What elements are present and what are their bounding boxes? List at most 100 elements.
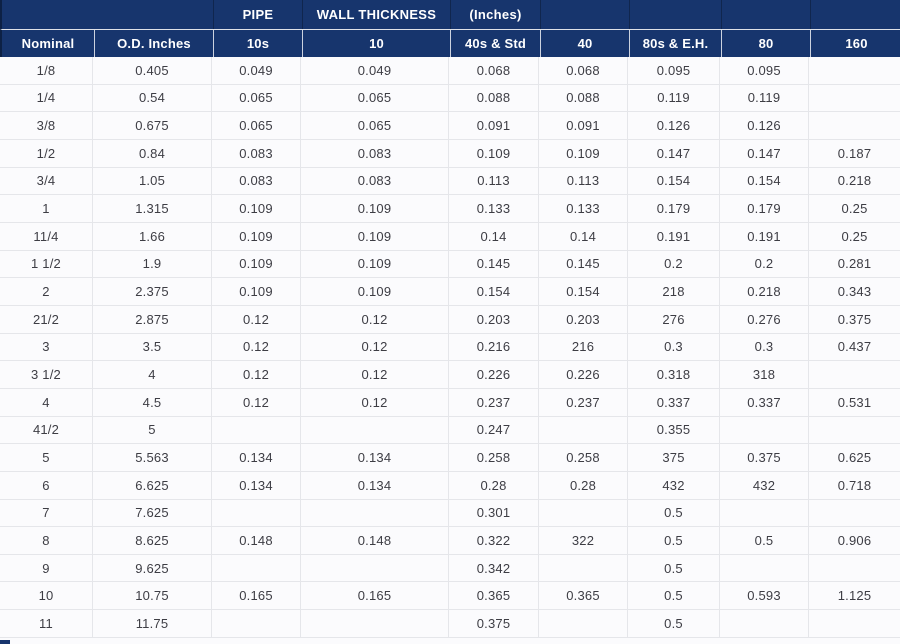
table-cell: 0.28	[448, 471, 538, 499]
table-cell: 218	[627, 278, 719, 305]
table-cell: 21/2	[32, 311, 60, 327]
table-cell: 3/4	[36, 173, 56, 189]
table-cell: 0.12	[300, 388, 448, 416]
table-cell: 0.218	[808, 167, 900, 195]
table-cell: 0.154	[448, 278, 538, 305]
table-cell: 432	[627, 471, 719, 499]
table-cell: 4	[92, 361, 211, 388]
table-cell: 0.12	[211, 333, 300, 361]
partial-header-sliver	[0, 640, 10, 644]
table-row: 2 2.375 0.109 0.109 0.154 0.154 218 0.218 0.343	[0, 278, 900, 306]
table-cell	[300, 554, 448, 582]
table-cell: 0.12	[300, 333, 448, 361]
table-cell: 10.75	[92, 582, 211, 610]
table-cell	[808, 554, 900, 582]
table-cell: 0.258	[538, 444, 627, 471]
table-cell: 0.109	[300, 222, 448, 250]
table-cell: 0.065	[211, 112, 300, 139]
table-cell: 0.134	[211, 471, 300, 499]
table-cell: 3/8	[36, 118, 56, 134]
table-cell: 0.133	[448, 195, 538, 222]
table-cell: 0.5	[627, 554, 719, 582]
table-cell: 0.083	[300, 139, 448, 167]
table-cell: 375	[627, 444, 719, 471]
column-header-160: 160	[810, 30, 900, 57]
table-cell: 0.179	[627, 195, 719, 222]
table-cell: 0.095	[627, 57, 719, 84]
table-cell	[300, 610, 448, 637]
table-cell: 1/8	[36, 62, 56, 78]
column-header-80: 80	[721, 30, 810, 57]
table-cell: 0.405	[92, 57, 211, 84]
table-cell	[808, 499, 900, 527]
column-header-40s-std: 40s & Std	[450, 30, 540, 57]
table-cell: 2	[42, 284, 50, 300]
table-cell: 0.126	[719, 112, 808, 139]
table-cell: 0.154	[538, 278, 627, 305]
table-cell: 0.276	[719, 305, 808, 333]
table-row: 9 9.625 0.342 0.5	[0, 554, 900, 583]
table-cell: 11/4	[33, 228, 59, 244]
table-cell	[808, 610, 900, 637]
table-cell: 0.109	[300, 195, 448, 222]
table-cell: 3 1/2	[31, 367, 61, 383]
table-cell: 10	[38, 588, 54, 604]
table-cell: 0.179	[719, 195, 808, 222]
table-cell: 0.247	[448, 416, 538, 444]
group-header-wall-thickness: WALL THICKNESS	[302, 0, 450, 29]
column-header-40: 40	[540, 30, 629, 57]
table-cell	[719, 610, 808, 637]
table-cell: 0.216	[448, 333, 538, 361]
group-header-empty	[540, 0, 629, 29]
table-row: 5 5.563 0.134 0.134 0.258 0.258 375 0.375 0.625	[0, 444, 900, 472]
table-cell: 0.203	[448, 305, 538, 333]
table-cell: 0.154	[719, 167, 808, 195]
table-column-header-row: Nominal O.D. Inches 10s 10 40s & Std 40 …	[0, 29, 900, 57]
table-cell: 0.281	[808, 250, 900, 278]
table-cell: 0.5	[627, 610, 719, 637]
table-cell: 0.109	[211, 250, 300, 278]
table-cell: 0.095	[719, 57, 808, 84]
table-cell: 1	[42, 201, 50, 217]
table-cell: 432	[719, 471, 808, 499]
table-cell: 5.563	[92, 444, 211, 471]
table-cell: 0.365	[448, 582, 538, 610]
table-row: 7 7.625 0.301 0.5	[0, 499, 900, 528]
table-cell: 0.342	[448, 554, 538, 582]
table-cell: 0.134	[300, 471, 448, 499]
table-cell	[808, 361, 900, 388]
table-cell: 0.5	[719, 527, 808, 554]
table-cell: 0.154	[627, 167, 719, 195]
table-cell: 0.134	[300, 444, 448, 471]
table-cell: 11.75	[92, 610, 211, 637]
table-cell: 0.2	[627, 250, 719, 278]
table-row: 1/8 0.405 0.049 0.049 0.068 0.068 0.095 0.095	[0, 57, 900, 85]
table-row: 1/2 0.84 0.083 0.083 0.109 0.109 0.147 0.147 0.1…	[0, 139, 900, 168]
table-cell: 0.148	[300, 527, 448, 554]
table-cell: 0.237	[448, 388, 538, 416]
table-cell: 0.12	[211, 388, 300, 416]
column-header-10s: 10s	[213, 30, 302, 57]
table-cell: 0.068	[538, 57, 627, 84]
group-header-empty	[810, 0, 900, 29]
table-row: 4 4.5 0.12 0.12 0.237 0.237 0.337 0.337 0.531	[0, 388, 900, 417]
table-cell: 322	[538, 527, 627, 554]
table-cell	[538, 554, 627, 582]
table-row: 10 10.75 0.165 0.165 0.365 0.365 0.5 0.593 1.125	[0, 582, 900, 611]
table-cell: 0.675	[92, 112, 211, 139]
table-cell: 3	[42, 339, 50, 355]
table-cell: 0.375	[719, 444, 808, 471]
table-cell: 0.126	[627, 112, 719, 139]
table-cell: 0.113	[538, 167, 627, 195]
table-cell: 0.109	[211, 278, 300, 305]
table-cell	[808, 112, 900, 139]
group-header-empty	[2, 0, 213, 29]
table-cell	[538, 499, 627, 527]
table-cell: 0.165	[211, 582, 300, 610]
table-cell: 0.226	[538, 361, 627, 388]
partial-cutoff-row	[0, 637, 900, 644]
table-cell: 4.5	[92, 388, 211, 416]
table-cell: 0.12	[211, 305, 300, 333]
table-row: 21/2 2.875 0.12 0.12 0.203 0.203 276 0.276 0.375	[0, 305, 900, 334]
